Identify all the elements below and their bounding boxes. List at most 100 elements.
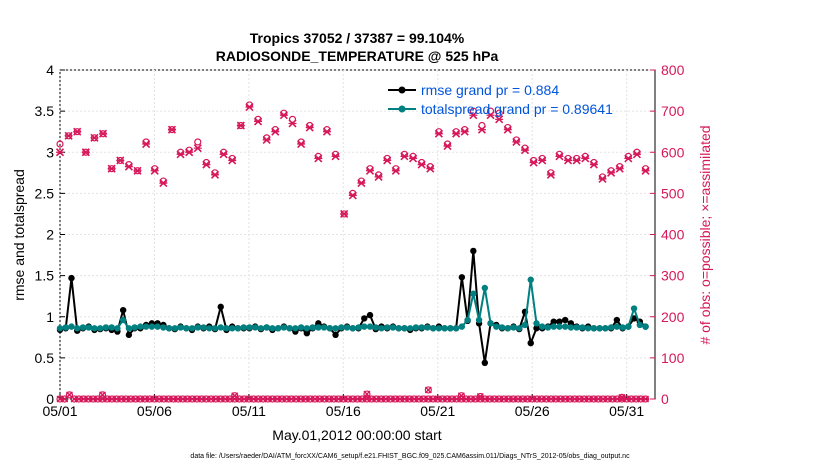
obs-rejected-circle bbox=[193, 395, 201, 403]
obs-assimilated-point bbox=[219, 150, 228, 159]
spread-point bbox=[567, 324, 575, 331]
spread-point bbox=[62, 324, 69, 331]
obs-bottom-spike bbox=[363, 390, 371, 398]
obs-assimilated-point bbox=[555, 152, 564, 161]
spread-point bbox=[292, 325, 299, 332]
spread-point bbox=[154, 323, 161, 330]
spread-point bbox=[625, 323, 632, 330]
rmse-point bbox=[613, 316, 621, 324]
obs-rejected-circle bbox=[75, 395, 83, 403]
spread-point bbox=[533, 320, 540, 327]
obs-assimilated-point bbox=[615, 164, 624, 173]
obs-bottom-spike-stroke bbox=[424, 386, 432, 394]
obs-assimilated-point bbox=[400, 152, 409, 161]
rmse-point bbox=[332, 331, 339, 339]
obs-bottom-spike-circle bbox=[231, 392, 239, 400]
obs-assimilated-point bbox=[107, 164, 116, 173]
spread-point bbox=[102, 324, 110, 331]
obs-rejected-circle bbox=[325, 395, 333, 403]
rmse-point bbox=[527, 339, 534, 347]
rmse-point bbox=[125, 331, 133, 339]
obs-assimilated-point bbox=[81, 148, 90, 157]
obs-rejected-circle bbox=[108, 395, 116, 403]
y-axis-left-label: rmse and totalspread bbox=[11, 169, 27, 301]
obs-rejected-circle bbox=[56, 395, 64, 403]
obs-rejected-circle bbox=[278, 395, 286, 403]
rmse-point bbox=[361, 315, 368, 322]
obs-bottom-spike-stroke bbox=[457, 392, 465, 400]
spread-point bbox=[429, 325, 437, 332]
obs-bottom-spike bbox=[457, 392, 465, 400]
spread-point bbox=[590, 325, 598, 332]
obs-assimilated-point bbox=[503, 125, 512, 134]
series-layer bbox=[55, 101, 650, 403]
spread-point bbox=[246, 324, 253, 331]
obs-assimilated-point bbox=[383, 156, 392, 165]
spread-point bbox=[194, 324, 201, 331]
spread-point bbox=[183, 325, 190, 332]
spread-point bbox=[108, 324, 115, 331]
obs-assimilated-point bbox=[124, 162, 133, 171]
spread-point bbox=[315, 324, 322, 331]
spread-point bbox=[504, 325, 511, 332]
spread-point bbox=[516, 325, 523, 332]
spread-point bbox=[458, 323, 466, 330]
rmse-point bbox=[556, 318, 563, 325]
spread-point bbox=[384, 324, 391, 331]
spread-point bbox=[332, 325, 339, 332]
spread-point bbox=[171, 325, 179, 332]
y-left-tick-label: 0.5 bbox=[35, 350, 55, 366]
obs-rejected-circle bbox=[221, 395, 229, 403]
rmse-point bbox=[68, 274, 75, 282]
obs-assimilated-point bbox=[434, 129, 443, 138]
obs-rejected-circle bbox=[169, 395, 177, 403]
obs-assimilated-point bbox=[546, 170, 555, 179]
obs-rejected-circle bbox=[368, 395, 376, 403]
obs-rejected-circle bbox=[311, 395, 319, 403]
obs-bottom-spike-circle bbox=[98, 391, 107, 399]
legend-rmse-marker bbox=[398, 86, 406, 94]
obs-assimilated-point bbox=[520, 146, 530, 155]
obs-bottom-spike-stroke bbox=[476, 393, 484, 401]
obs-rejected-circle bbox=[372, 395, 380, 403]
obs-bottom-spike-circle bbox=[424, 386, 432, 394]
obs-rejected-circle bbox=[538, 395, 546, 403]
obs-rejected-circle bbox=[287, 395, 295, 403]
spread-point bbox=[418, 324, 425, 331]
obs-assimilated-point bbox=[581, 154, 590, 163]
spread-point bbox=[297, 324, 305, 331]
obs-assimilated-point bbox=[64, 131, 73, 140]
obs-rejected-circle bbox=[344, 395, 352, 403]
spread-point bbox=[470, 290, 477, 297]
obs-rejected-circle bbox=[386, 395, 395, 403]
obs-bottom-spike-stroke bbox=[618, 393, 626, 401]
spread-point bbox=[137, 323, 144, 330]
spread-point bbox=[389, 324, 397, 331]
obs-assimilated-point bbox=[210, 170, 220, 179]
obs-assimilated-point bbox=[271, 127, 280, 136]
x-axis: 05/01 05/06 05/11 05/16 05/21 05/26 05/31 bbox=[42, 394, 644, 419]
obs-possible-point bbox=[56, 140, 64, 148]
obs-assimilated-point bbox=[288, 119, 297, 128]
obs-rejected-circle bbox=[627, 395, 635, 403]
obs-assimilated-point bbox=[305, 123, 314, 132]
obs-rejected-circle bbox=[424, 395, 432, 403]
obs-rejected-circle bbox=[448, 395, 456, 403]
rmse-point bbox=[550, 318, 557, 325]
obs-assimilated-point bbox=[228, 156, 237, 165]
obs-assimilated-point bbox=[417, 160, 426, 169]
obs-rejected-circle bbox=[552, 395, 560, 403]
spread-point bbox=[114, 325, 121, 332]
y-right-tick-label: 100 bbox=[661, 350, 685, 366]
obs-rejected-circle bbox=[273, 395, 281, 403]
obs-assimilated-point bbox=[632, 150, 642, 159]
obs-assimilated-point bbox=[262, 135, 271, 144]
spread-point bbox=[274, 325, 282, 332]
rmse-point bbox=[458, 274, 466, 281]
obs-bottom-spike-circle bbox=[363, 390, 371, 398]
obs-rejected-circle bbox=[127, 395, 135, 403]
y-left-tick-label: 0 bbox=[46, 391, 54, 407]
obs-rejected-circle bbox=[377, 395, 385, 403]
spread-point bbox=[441, 325, 448, 332]
